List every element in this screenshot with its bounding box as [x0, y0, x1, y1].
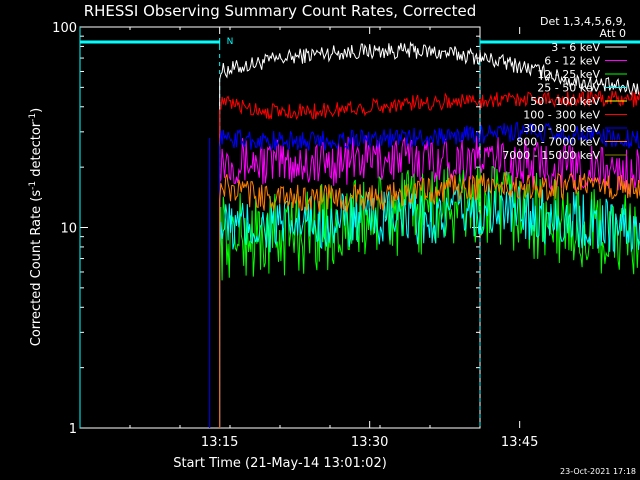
- series-line: [219, 121, 640, 428]
- x-axis-label: Start Time (21-May-14 13:01:02): [173, 456, 387, 471]
- chart-title: RHESSI Observing Summary Count Rates, Co…: [84, 2, 477, 20]
- y-tick-label: 10: [60, 222, 77, 237]
- series-line: [219, 90, 640, 428]
- legend-entry-label: 300 - 800 keV: [523, 122, 600, 135]
- series-line: [219, 41, 640, 428]
- y-tick-label: 100: [52, 21, 77, 36]
- legend-entry-label: 7000 - 15000 keV: [502, 149, 600, 162]
- y-label-text: detector: [29, 121, 44, 181]
- legend-entry-label: 50 - 100 keV: [530, 95, 600, 108]
- x-tick-label: 13:45: [501, 435, 538, 450]
- legend-entry-label: 25 - 50 keV: [537, 82, 600, 95]
- plot-border: [79, 26, 481, 429]
- legend-entry-label: 6 - 12 keV: [544, 55, 600, 68]
- footer-timestamp: 23-Oct-2021 17:18: [560, 467, 636, 476]
- x-tick-label: 13:30: [351, 435, 388, 450]
- attenuator-night-flags: N: [79, 27, 640, 428]
- series-line: [219, 166, 640, 428]
- series-line: [219, 172, 640, 428]
- y-tick-label: 1: [69, 422, 77, 437]
- legend-entry-label: 3 - 6 keV: [551, 41, 600, 54]
- x-tick-label: 13:15: [201, 435, 238, 450]
- y-label-superscript: -1: [28, 181, 38, 190]
- y-axis: 1 10 100: [52, 21, 480, 437]
- series-line: [219, 184, 640, 428]
- series-lines: [209, 41, 640, 428]
- series-line: [219, 135, 640, 428]
- y-label-superscript: -1: [28, 113, 38, 122]
- legend-entry-label: 100 - 300 keV: [523, 109, 600, 122]
- y-axis-label: Corrected Count Rate (s-1 detector-1): [28, 108, 44, 346]
- legend-entry-label: 800 - 7000 keV: [516, 136, 600, 149]
- saa-marker-label: N: [227, 37, 234, 47]
- legend-entry-label: 12 - 25 keV: [537, 68, 600, 81]
- y-label-text: ): [29, 108, 44, 113]
- legend-header: Att 0: [600, 27, 626, 40]
- plot-frame: [79, 26, 481, 429]
- legend-header: Det 1,3,4,5,6,9,: [540, 15, 626, 28]
